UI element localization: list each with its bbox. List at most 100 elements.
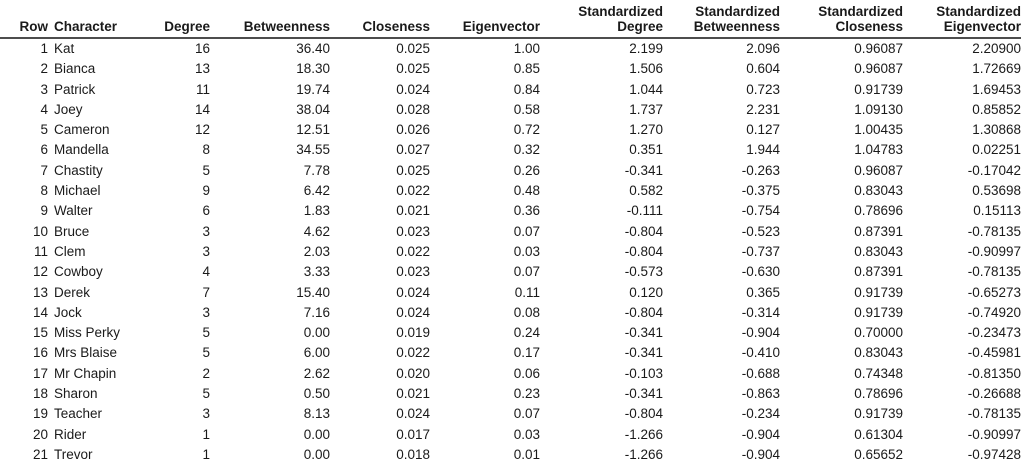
cell-std-betweenness: -0.904 [741,325,780,341]
cell-std-eigenvector: -0.78135 [967,264,1021,280]
cell-std-closeness: 0.78696 [854,203,903,219]
cell-row: 8 [40,183,48,199]
cell-closeness: 0.024 [396,406,430,422]
cell-std-closeness: 0.61304 [854,426,903,442]
column-header-std-betweenness: Standardized Betweenness [663,2,780,39]
cell-betweenness: 3.33 [303,264,330,280]
cell-degree: 5 [202,386,210,402]
cell-betweenness: 0.00 [303,426,330,442]
column-header-std-degree: Standardized Degree [540,2,663,39]
cell-std-degree: -0.804 [624,304,663,320]
cell-closeness: 0.025 [396,41,430,56]
cell-std-eigenvector: 1.30868 [972,122,1021,138]
cell-degree: 3 [202,223,210,239]
cell-std-closeness: 0.83043 [854,243,903,259]
table-row: 21 Trevor 1 0.00 0.018 0.01 -1.266 -0.904 0.6565… [0,445,1021,463]
cell-std-closeness: 0.65652 [854,446,903,462]
cell-eigenvector: 0.03 [513,243,540,259]
cell-std-degree: 0.120 [629,284,663,300]
cell-betweenness: 2.03 [303,243,330,259]
cell-std-betweenness: -0.314 [741,304,780,320]
cell-degree: 11 [195,81,210,97]
cell-std-eigenvector: -0.90997 [967,243,1021,259]
cell-std-eigenvector: -0.78135 [967,223,1021,239]
cell-std-eigenvector: 2.20900 [972,41,1021,56]
cell-std-degree: 1.506 [629,61,663,77]
cell-std-closeness: 0.87391 [854,264,903,280]
cell-std-betweenness: 0.127 [746,122,780,138]
cell-betweenness: 15.40 [296,284,330,300]
cell-row: 6 [40,142,48,158]
table-row: 4 Joey 14 38.04 0.028 0.58 1.737 2.231 1.09130 0.… [0,100,1021,120]
cell-std-degree: -0.804 [624,243,663,259]
cell-closeness: 0.024 [396,304,430,320]
cell-character: Rider [54,426,87,442]
column-header-degree: Degree [140,2,210,39]
cell-row: 10 [32,223,48,239]
cell-betweenness: 0.50 [303,386,330,402]
table-row: 1 Kat 16 36.40 0.025 1.00 2.199 2.096 0.96087 2.2… [0,38,1021,59]
cell-row: 12 [32,264,48,280]
cell-std-degree: -0.573 [624,264,663,280]
cell-std-betweenness: -0.904 [741,426,780,442]
cell-character: Mandella [54,142,109,158]
column-header-row: Row [0,2,48,39]
cell-row: 14 [32,304,48,320]
cell-closeness: 0.017 [396,426,430,442]
cell-std-betweenness: -0.234 [741,406,780,422]
cell-std-betweenness: 0.723 [746,81,780,97]
cell-std-closeness: 0.70000 [854,325,903,341]
cell-character: Walter [54,203,93,219]
cell-closeness: 0.023 [396,264,430,280]
cell-degree: 3 [202,406,210,422]
cell-betweenness: 12.51 [296,122,330,138]
cell-closeness: 0.019 [396,325,430,341]
cell-degree: 3 [202,304,210,320]
cell-degree: 3 [202,243,210,259]
cell-std-closeness: 0.91739 [854,304,903,320]
cell-eigenvector: 0.17 [513,345,540,361]
table-row: 3 Patrick 11 19.74 0.024 0.84 1.044 0.723 0.9173… [0,80,1021,100]
cell-std-betweenness: -0.523 [741,223,780,239]
cell-eigenvector: 0.23 [513,386,540,402]
cell-character: Mrs Blaise [54,345,118,361]
cell-std-degree: 1.044 [629,81,663,97]
cell-character: Patrick [54,81,96,97]
cell-eigenvector: 0.36 [513,203,540,219]
cell-closeness: 0.023 [396,223,430,239]
cell-closeness: 0.018 [396,446,430,462]
table-row: 6 Mandella 8 34.55 0.027 0.32 0.351 1.944 1.0478… [0,140,1021,160]
column-header-closeness: Closeness [330,2,430,39]
cell-std-eigenvector: 0.85852 [972,101,1021,117]
cell-betweenness: 2.62 [303,365,330,381]
cell-eigenvector: 0.07 [513,406,540,422]
cell-std-betweenness: -0.754 [741,203,780,219]
cell-row: 17 [32,365,48,381]
cell-std-betweenness: 2.231 [746,101,780,117]
cell-std-eigenvector: -0.45981 [967,345,1021,361]
cell-std-eigenvector: -0.74920 [967,304,1021,320]
cell-row: 4 [40,101,48,117]
cell-betweenness: 7.78 [303,162,330,178]
cell-std-eigenvector: -0.17042 [967,162,1021,178]
cell-std-betweenness: -0.410 [741,345,780,361]
cell-std-eigenvector: 1.69453 [972,81,1021,97]
cell-character: Mr Chapin [54,365,117,381]
cell-std-betweenness: -0.688 [741,365,780,381]
cell-std-degree: -0.341 [624,162,663,178]
cell-row: 13 [32,284,48,300]
cell-character: Jock [54,304,82,320]
cell-std-betweenness: -0.375 [741,183,780,199]
cell-eigenvector: 0.07 [513,264,540,280]
cell-betweenness: 36.40 [296,41,330,56]
cell-degree: 6 [202,203,210,219]
table-row: 15 Miss Perky 5 0.00 0.019 0.24 -0.341 -0.904 0.… [0,323,1021,343]
table-row: 20 Rider 1 0.00 0.017 0.03 -1.266 -0.904 0.61304… [0,425,1021,445]
cell-std-degree: -0.103 [624,365,663,381]
cell-character: Cameron [54,122,110,138]
cell-character: Bruce [54,223,90,239]
table-row: 17 Mr Chapin 2 2.62 0.020 0.06 -0.103 -0.688 0.7… [0,364,1021,384]
column-header-betweenness: Betweenness [210,2,330,39]
cell-degree: 1 [202,446,210,462]
